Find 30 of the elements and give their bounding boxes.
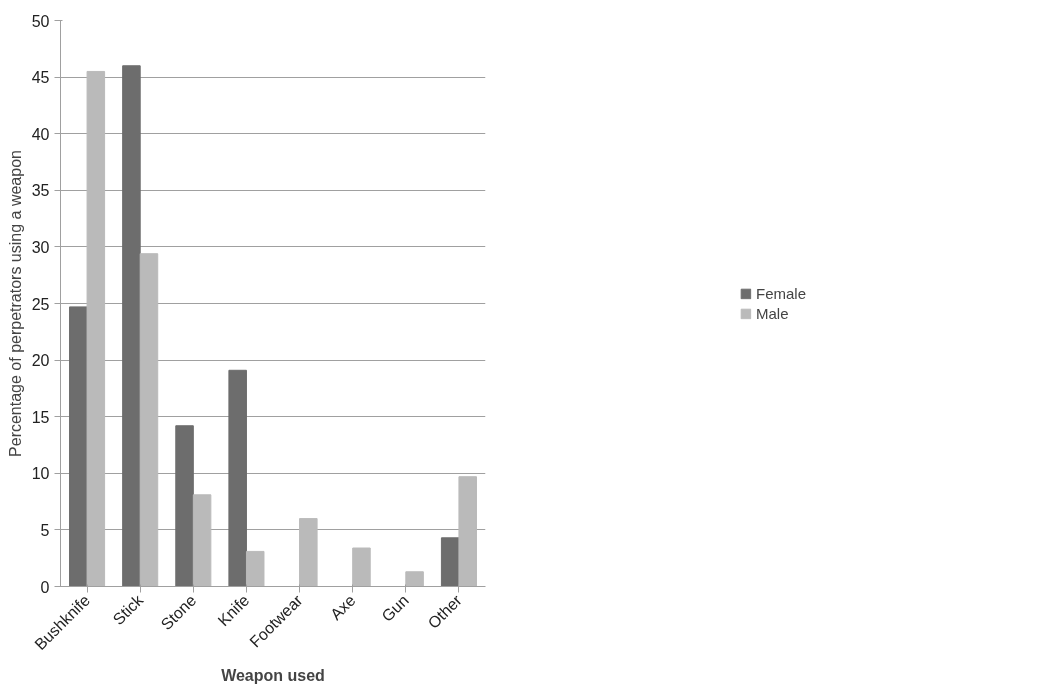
x-tick-label: Axe [327,591,359,623]
y-tick-label: 50 [31,12,50,30]
bar [69,306,88,587]
y-tick-label: 20 [31,352,50,370]
y-tick-label: 15 [31,408,50,426]
bar [405,571,424,587]
bar [139,253,159,587]
bar [352,547,371,587]
bar [175,425,194,587]
y-tick-label: 35 [31,182,50,200]
y-tick-label: 45 [31,69,50,87]
legend-label: Male [755,304,789,322]
bar [458,476,477,587]
bar [122,65,141,587]
bar [299,518,318,587]
y-tick-label: 40 [31,125,50,143]
x-axis-title: Weapon used [221,667,325,685]
y-tick-label: 30 [31,238,50,256]
bar [86,70,106,587]
y-tick-label: 25 [31,295,50,313]
y-axis-title: Percentage of perpetrators using a weapon [6,150,24,457]
y-tick-label: 5 [40,521,50,539]
bar [228,369,247,587]
bar [440,537,460,587]
bar [192,494,212,587]
x-tick-label: Gun [378,591,412,625]
bar [245,550,265,587]
y-tick-label: 0 [40,578,50,596]
legend-label: Female [755,284,807,302]
y-tick-label: 10 [31,465,50,483]
